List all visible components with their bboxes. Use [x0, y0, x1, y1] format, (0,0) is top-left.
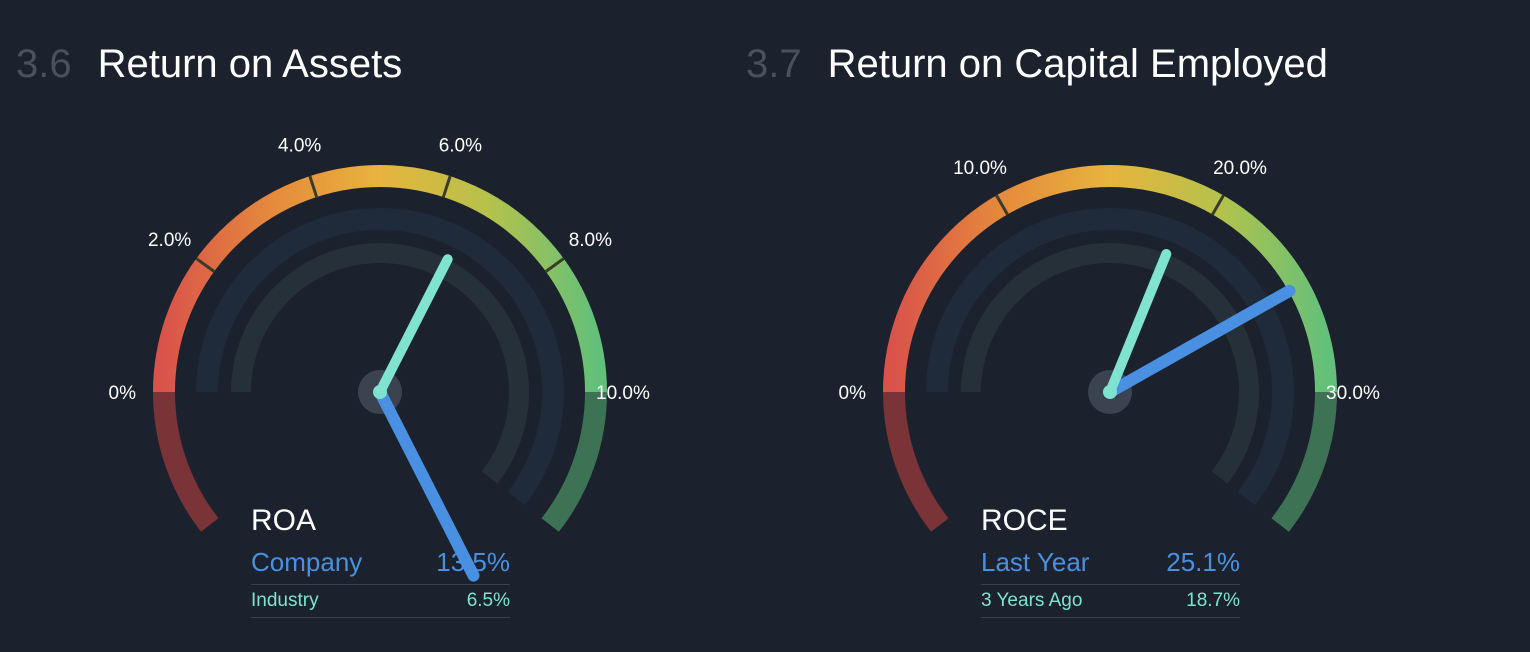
gauge-middle-extension — [507, 391, 564, 506]
gauge-tick-mark — [1211, 194, 1225, 216]
legend-series-name: 3 Years Ago — [981, 590, 1083, 611]
section-title: Return on Capital Employed — [827, 42, 1328, 86]
gauge-tick-label: 0% — [839, 383, 867, 404]
gauge-tick-label: 20.0% — [1213, 158, 1267, 179]
legend-series-value: 6.5% — [466, 590, 510, 611]
gauge-color-arc — [153, 165, 607, 393]
gauge-low-extension — [883, 391, 949, 532]
legend-row-primary: Company 13.5% — [251, 540, 510, 585]
gauge-tick-label: 6.0% — [439, 136, 482, 157]
gauge-needle — [375, 254, 453, 397]
gauge-tick-mark — [995, 194, 1009, 216]
gauge-tick-label: 0% — [109, 383, 137, 404]
gauge-inner-arc — [231, 243, 529, 393]
roa-panel: 3.6 Return on Assets 0% 2.0% 4.0% 6.0% 8.0% 10… — [0, 0, 730, 652]
section-number: 3.6 — [16, 42, 72, 86]
roce-legend: ROCE Last Year 25.1% 3 Years Ago 18.7% — [981, 502, 1240, 618]
gauge-needle — [374, 386, 480, 582]
gauge-tick-mark — [195, 257, 216, 273]
gauge-hub-center — [1103, 385, 1117, 399]
legend-series-name: Industry — [251, 590, 319, 611]
gauge-low-extension — [153, 391, 219, 532]
section-title: Return on Assets — [97, 42, 403, 86]
gauge-tick-label: 30.0% — [1326, 383, 1380, 404]
legend-row-secondary: 3 Years Ago 18.7% — [981, 585, 1240, 618]
legend-series-value: 18.7% — [1186, 590, 1240, 611]
legend-metric-label: ROCE — [981, 504, 1068, 537]
gauge-tick-mark — [544, 257, 565, 273]
gauge-middle-extension — [1237, 391, 1294, 506]
gauge-tick-label: 4.0% — [278, 136, 321, 157]
gauge-tick-label: 8.0% — [569, 230, 612, 251]
legend-row-secondary: Industry 6.5% — [251, 585, 510, 618]
roa-legend: ROA Company 13.5% Industry 6.5% — [251, 502, 510, 618]
gauge-tick-mark — [441, 175, 452, 198]
gauge-inner-extension — [481, 391, 529, 484]
roa-gauge: 0% 2.0% 4.0% 6.0% 8.0% 10.0% — [109, 136, 650, 582]
gauge-inner-extension — [1211, 391, 1259, 484]
gauge-middle-arc — [196, 208, 564, 393]
gauge-high-extension — [1271, 391, 1337, 532]
gauge-needle — [1105, 249, 1172, 397]
section-header: 3.6 Return on Assets — [16, 42, 402, 87]
section-number: 3.7 — [746, 42, 802, 86]
gauge-hub-center — [373, 385, 387, 399]
roce-panel: 3.7 Return on Capital Employed 0% 10.0% 20.… — [730, 0, 1460, 652]
gauge-color-arc — [883, 165, 1337, 393]
gauge-tick-label: 2.0% — [148, 230, 191, 251]
legend-series-value: 13.5% — [436, 546, 510, 577]
legend-metric-label: ROA — [251, 504, 317, 537]
gauge-needle — [1104, 284, 1296, 398]
legend-series-value: 25.1% — [1166, 546, 1240, 577]
roce-gauge: 0% 10.0% 20.0% 30.0% — [839, 158, 1380, 532]
legend-series-name: Company — [251, 546, 363, 577]
legend-row-primary: Last Year 25.1% — [981, 540, 1240, 585]
gauge-high-extension — [541, 391, 607, 532]
section-header: 3.7 Return on Capital Employed — [746, 42, 1328, 87]
legend-series-name: Last Year — [981, 546, 1090, 577]
gauge-tick-mark — [308, 175, 319, 198]
gauge-tick-label: 10.0% — [596, 383, 650, 404]
gauge-tick-label: 10.0% — [953, 158, 1007, 179]
